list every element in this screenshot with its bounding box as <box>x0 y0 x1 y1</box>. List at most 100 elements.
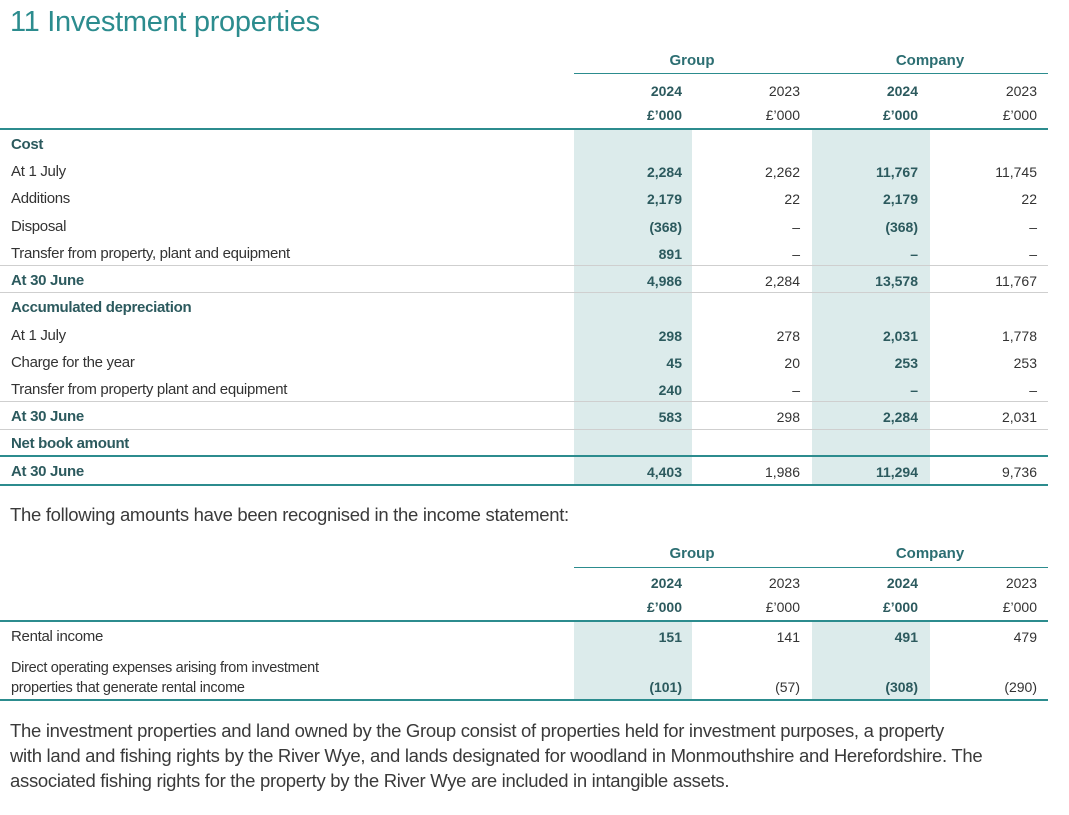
year-group-2023: 2023 <box>768 575 800 591</box>
cell-value: 22 <box>784 191 800 207</box>
cell-value: – <box>1029 246 1037 262</box>
cell-value: 141 <box>776 629 800 645</box>
company-header: Company <box>895 52 965 69</box>
row-label-line1: Direct operating expenses arising from i… <box>11 660 319 676</box>
cost-total-label: At 30 June <box>11 272 84 289</box>
investment-properties-table: Group Company 2024 2023 2024 2023 £’000 … <box>0 52 1048 486</box>
cell-value: – <box>792 219 800 235</box>
table-row: At 1 July 2,284 2,262 11,767 11,745 <box>0 159 1048 186</box>
table-row: Additions 2,179 22 2,179 22 <box>0 186 1048 213</box>
cell-value: (101) <box>649 679 682 695</box>
section-title: 11 Investment properties <box>10 6 320 38</box>
table-row: Net book amount <box>0 431 1048 458</box>
footer-line-3: associated fishing rights for the proper… <box>10 770 730 791</box>
company-2024-band <box>812 130 930 485</box>
depreciation-heading: Accumulated depreciation <box>11 299 192 316</box>
table-row: At 1 July 298 278 2,031 1,778 <box>0 323 1048 350</box>
cell-value: 2,284 <box>882 409 918 425</box>
table-row: Direct operating expenses arising from i… <box>0 657 1048 699</box>
table-row: Cost <box>0 132 1048 159</box>
cell-value: – <box>1029 219 1037 235</box>
depreciation-total-label: At 30 June <box>11 408 84 425</box>
table-top-rule <box>0 620 1048 622</box>
income-statement-table: Group Company 2024 2023 2024 2023 £’000 … <box>0 545 1048 701</box>
year-group-2024: 2024 <box>650 575 682 591</box>
row-divider <box>0 292 1048 293</box>
row-label: Additions <box>11 190 71 207</box>
footer-line-1: The investment properties and land owned… <box>10 720 944 741</box>
row-label: Transfer from property plant and equipme… <box>11 381 288 398</box>
cell-value: 11,767 <box>875 164 918 180</box>
unit-group-2024: £’000 <box>646 599 682 615</box>
cell-value: (290) <box>1004 679 1037 695</box>
cost-heading: Cost <box>11 136 44 153</box>
year-company-2023: 2023 <box>1005 575 1037 591</box>
year-company-2024: 2024 <box>886 83 918 99</box>
table-row: At 30 June 4,403 1,986 11,294 9,736 <box>0 459 1048 486</box>
cell-value: – <box>910 246 918 262</box>
cell-value: 4,403 <box>646 464 682 480</box>
row-label: Disposal <box>11 218 67 235</box>
cell-value: 2,179 <box>646 191 682 207</box>
table-row: Transfer from property plant and equipme… <box>0 377 1048 404</box>
cell-value: 2,031 <box>882 328 918 344</box>
net-book-total-label: At 30 June <box>11 463 84 480</box>
table-row: Charge for the year 45 20 253 253 <box>0 350 1048 377</box>
cell-value: 9,736 <box>1001 464 1037 480</box>
table-top-rule <box>0 128 1048 130</box>
cell-value: 298 <box>658 328 682 344</box>
row-divider <box>0 265 1048 266</box>
cell-value: (57) <box>775 679 800 695</box>
income-statement-intro: The following amounts have been recognis… <box>10 504 569 525</box>
table-row: Disposal (368) – (368) – <box>0 214 1048 241</box>
net-book-heading: Net book amount <box>11 435 129 452</box>
cell-value: (308) <box>885 679 918 695</box>
cell-value: 2,031 <box>1001 409 1037 425</box>
cell-value: 479 <box>1013 629 1037 645</box>
year-group-2024: 2024 <box>650 83 682 99</box>
cell-value: 13,578 <box>875 273 918 289</box>
row-label: Transfer from property, plant and equipm… <box>11 245 290 262</box>
unit-group-2023: £’000 <box>765 107 800 123</box>
net-book-rule <box>0 455 1048 457</box>
table-row: At 30 June 4,986 2,284 13,578 11,767 <box>0 268 1048 295</box>
cell-value: (368) <box>649 219 682 235</box>
cell-value: 11,767 <box>995 273 1037 289</box>
table-row: Rental income 151 141 491 479 <box>0 624 1048 651</box>
cell-value: (368) <box>885 219 918 235</box>
cell-value: 2,284 <box>764 273 800 289</box>
cell-value: 2,179 <box>882 191 918 207</box>
cell-value: 11,294 <box>875 464 918 480</box>
row-divider <box>0 401 1048 402</box>
cell-value: 20 <box>784 355 800 371</box>
year-group-2023: 2023 <box>768 83 800 99</box>
row-label: At 1 July <box>11 327 66 344</box>
cell-value: 45 <box>666 355 682 371</box>
cell-value: – <box>910 382 918 398</box>
cell-value: 151 <box>658 629 682 645</box>
row-divider <box>0 429 1048 430</box>
cell-value: – <box>792 246 800 262</box>
cell-value: 891 <box>658 246 682 262</box>
group-2024-band <box>574 130 692 485</box>
table-bottom-rule <box>0 699 1048 701</box>
cell-value: 11,745 <box>995 164 1037 180</box>
group-header: Group <box>669 545 715 562</box>
row-label: Rental income <box>11 628 103 645</box>
cell-value: 583 <box>658 409 682 425</box>
cell-value: 240 <box>658 382 682 398</box>
group-header: Group <box>669 52 715 69</box>
cell-value: – <box>1029 382 1037 398</box>
cell-value: 2,284 <box>646 164 682 180</box>
cell-value: 4,986 <box>646 273 682 289</box>
company-header: Company <box>895 545 965 562</box>
table-row: At 30 June 583 298 2,284 2,031 <box>0 404 1048 431</box>
header-rule <box>574 73 1048 74</box>
year-company-2024: 2024 <box>886 575 918 591</box>
row-label-line2: properties that generate rental income <box>11 680 245 696</box>
cell-value: 1,986 <box>764 464 800 480</box>
footer-line-2: with land and fishing rights by the Rive… <box>10 745 983 766</box>
unit-company-2024: £’000 <box>882 107 918 123</box>
cell-value: 253 <box>894 355 918 371</box>
cell-value: 1,778 <box>1001 328 1037 344</box>
